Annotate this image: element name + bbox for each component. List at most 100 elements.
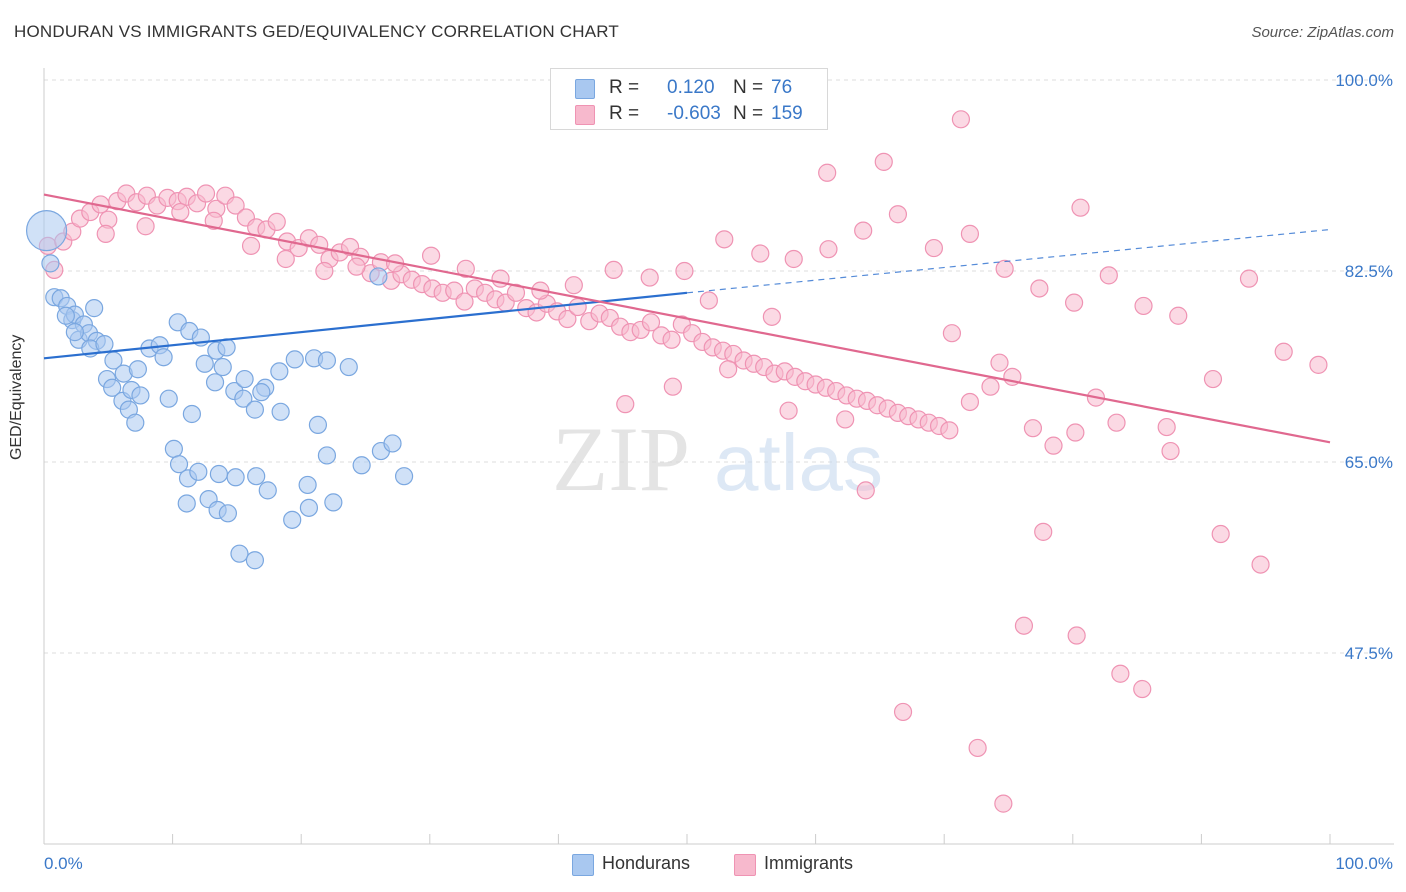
honduran-point <box>245 551 265 570</box>
immigrant-point <box>1133 679 1152 699</box>
immigrant-point <box>640 268 659 287</box>
watermark-zip: ZIP <box>552 408 690 510</box>
honduran-point <box>85 299 104 318</box>
honduran-point <box>65 323 84 342</box>
honduran-point <box>324 493 343 512</box>
honduran-point <box>177 494 196 513</box>
immigrant-point <box>196 184 216 203</box>
immigrant-point <box>960 392 980 412</box>
immigrant-point <box>990 353 1009 372</box>
honduran-point <box>270 362 289 381</box>
honduran-point <box>352 456 371 475</box>
immigrant-point <box>204 211 223 230</box>
y-tick-label-3: 100.0% <box>1335 71 1393 90</box>
n-value: 76 <box>771 77 793 98</box>
immigrant-point <box>1099 266 1118 285</box>
honduran-point <box>235 369 254 389</box>
immigrant-point <box>1274 342 1293 361</box>
immigrant-point <box>276 249 295 269</box>
honduran-point <box>308 415 328 434</box>
r-value: 0.120 <box>667 77 715 98</box>
r-value: -0.603 <box>667 103 721 124</box>
honduran-point <box>218 504 237 523</box>
immigrant-point <box>310 235 329 254</box>
honduran-point <box>189 462 208 481</box>
chart-source: Source: ZipAtlas.com <box>1251 24 1394 41</box>
hondurans-trend-line <box>43 291 688 360</box>
honduran-point <box>285 350 304 369</box>
honduran-point <box>226 468 245 487</box>
hondurans-trend-extension <box>686 228 1331 294</box>
honduran-point <box>339 357 358 377</box>
honduran-point <box>95 335 114 354</box>
immigrant-point <box>960 224 980 243</box>
immigrant-point <box>1107 413 1126 432</box>
tick-labels: 47.5% 65.0% 82.5% 100.0% 0.0% 100.0% <box>44 71 1393 873</box>
honduran-point <box>247 467 266 486</box>
immigrant-point <box>1067 626 1086 645</box>
immigrant-point <box>1034 522 1053 541</box>
immigrant-point <box>1239 269 1259 288</box>
immigrant-point <box>818 163 837 182</box>
x-tick-label-0: 0.0% <box>44 854 83 873</box>
immigrant-point <box>347 257 366 276</box>
honduran-point <box>154 348 173 367</box>
n-value: 159 <box>771 103 803 124</box>
immigrant-point <box>675 261 694 281</box>
immigrant-point <box>981 377 1000 396</box>
immigrant-point <box>455 292 474 311</box>
honduran-point <box>383 434 402 453</box>
r-label: R = <box>609 103 640 124</box>
honduran-point <box>369 267 388 286</box>
honduran-point <box>205 373 225 392</box>
honduran-point <box>25 210 68 252</box>
honduran-point <box>317 351 337 370</box>
immigrants-trend-line <box>43 193 1331 444</box>
immigrant-point <box>1071 198 1090 217</box>
stats-legend: R = 0.120 N = 76 R = -0.603 N = 159 <box>550 68 828 130</box>
watermark-atlas: atlas <box>714 418 883 507</box>
honduran-point <box>271 402 290 421</box>
immigrant-point <box>1014 616 1034 635</box>
honduran-point <box>131 386 150 405</box>
y-tick-label-1: 65.0% <box>1345 453 1393 472</box>
n-label: N = <box>733 103 764 124</box>
r-label: R = <box>609 77 640 98</box>
honduran-point <box>299 498 319 517</box>
hondurans-swatch <box>575 79 595 99</box>
immigrant-point <box>836 410 855 429</box>
honduran-point <box>195 354 214 373</box>
immigrant-point <box>779 401 798 420</box>
honduran-point <box>245 400 265 419</box>
immigrant-point <box>604 260 623 280</box>
trend-lines <box>43 193 1331 444</box>
honduran-point <box>182 404 201 424</box>
immigrant-point <box>888 205 908 224</box>
immigrant-point <box>1161 441 1180 461</box>
immigrant-point <box>1309 355 1328 374</box>
series-hondurans <box>25 210 414 570</box>
immigrant-point <box>856 481 875 500</box>
honduran-point <box>128 360 147 379</box>
immigrant-point <box>136 217 155 236</box>
immigrant-point <box>1251 555 1270 574</box>
immigrant-point <box>1111 664 1130 683</box>
axes <box>43 68 1394 845</box>
honduran-point <box>258 481 277 500</box>
gridlines <box>44 79 1394 654</box>
immigrants-legend-swatch <box>734 854 756 876</box>
honduran-point <box>298 475 317 495</box>
immigrant-point <box>940 421 959 440</box>
immigrant-point <box>616 395 635 414</box>
immigrant-point <box>874 152 893 171</box>
honduran-point <box>230 544 249 563</box>
honduran-point <box>169 455 189 474</box>
immigrant-point <box>1066 423 1085 442</box>
immigrant-point <box>994 794 1013 813</box>
immigrant-point <box>995 259 1014 278</box>
immigrant-point <box>1030 279 1049 298</box>
immigrant-point <box>1064 293 1084 312</box>
immigrant-point <box>662 330 681 349</box>
immigrant-point <box>893 702 913 722</box>
honduran-point <box>283 510 302 529</box>
